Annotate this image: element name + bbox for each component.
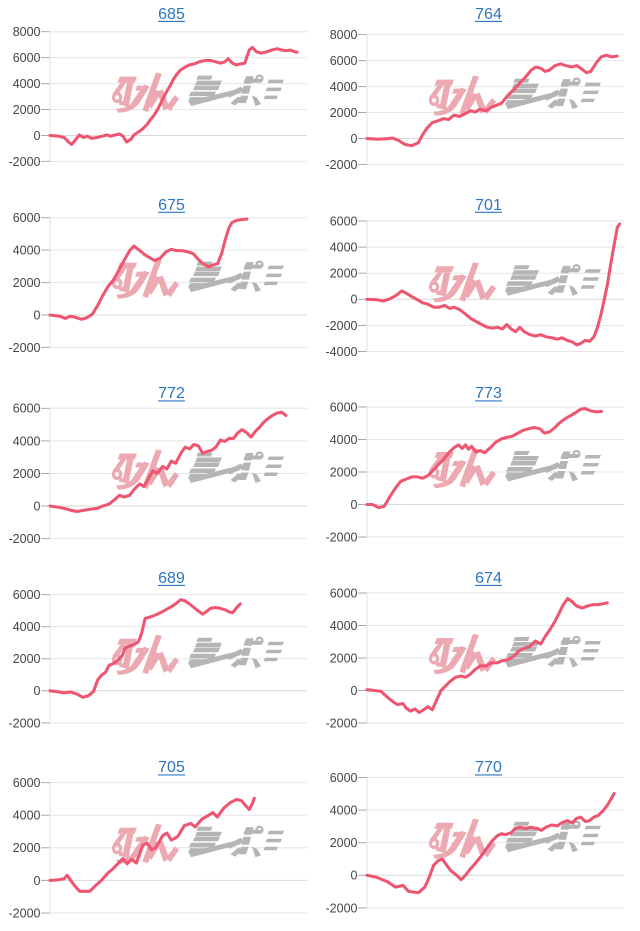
svg-text:2000: 2000 bbox=[330, 267, 358, 281]
svg-text:8000: 8000 bbox=[13, 25, 41, 39]
svg-text:6000: 6000 bbox=[13, 776, 41, 790]
svg-text:770: 770 bbox=[475, 759, 502, 776]
svg-text:6000: 6000 bbox=[330, 586, 358, 600]
svg-text:6000: 6000 bbox=[13, 402, 41, 416]
svg-text:-2000: -2000 bbox=[326, 901, 358, 915]
svg-text:4000: 4000 bbox=[13, 77, 41, 91]
svg-text:-2000: -2000 bbox=[326, 530, 358, 544]
svg-text:2000: 2000 bbox=[13, 276, 41, 290]
svg-text:0: 0 bbox=[351, 684, 358, 698]
svg-text:0: 0 bbox=[34, 684, 41, 698]
svg-text:0: 0 bbox=[351, 293, 358, 307]
svg-text:705: 705 bbox=[158, 759, 185, 776]
svg-text:4000: 4000 bbox=[13, 809, 41, 823]
svg-text:675: 675 bbox=[158, 197, 185, 214]
svg-text:701: 701 bbox=[475, 197, 502, 214]
svg-text:2000: 2000 bbox=[13, 652, 41, 666]
svg-text:6000: 6000 bbox=[13, 51, 41, 65]
svg-text:0: 0 bbox=[34, 499, 41, 513]
svg-text:-2000: -2000 bbox=[9, 906, 41, 920]
svg-text:-2000: -2000 bbox=[326, 319, 358, 333]
svg-text:4000: 4000 bbox=[13, 244, 41, 258]
svg-text:2000: 2000 bbox=[330, 651, 358, 665]
svg-text:-2000: -2000 bbox=[326, 158, 358, 172]
svg-text:2000: 2000 bbox=[13, 841, 41, 855]
svg-text:-2000: -2000 bbox=[9, 532, 41, 546]
svg-text:-2000: -2000 bbox=[326, 716, 358, 730]
svg-text:2000: 2000 bbox=[330, 465, 358, 479]
svg-text:0: 0 bbox=[351, 498, 358, 512]
svg-text:772: 772 bbox=[158, 385, 185, 402]
svg-text:4000: 4000 bbox=[330, 433, 358, 447]
svg-text:4000: 4000 bbox=[330, 80, 358, 94]
svg-text:8000: 8000 bbox=[330, 28, 358, 42]
svg-text:4000: 4000 bbox=[330, 241, 358, 255]
svg-text:2000: 2000 bbox=[13, 467, 41, 481]
svg-text:4000: 4000 bbox=[330, 619, 358, 633]
svg-text:764: 764 bbox=[475, 6, 502, 23]
svg-text:6000: 6000 bbox=[330, 214, 358, 228]
svg-text:6000: 6000 bbox=[330, 54, 358, 68]
svg-text:0: 0 bbox=[351, 132, 358, 146]
svg-text:689: 689 bbox=[158, 570, 185, 587]
svg-text:6000: 6000 bbox=[330, 400, 358, 414]
svg-text:4000: 4000 bbox=[13, 434, 41, 448]
svg-text:2000: 2000 bbox=[330, 836, 358, 850]
svg-text:4000: 4000 bbox=[13, 620, 41, 634]
svg-text:-4000: -4000 bbox=[326, 345, 358, 359]
svg-text:674: 674 bbox=[475, 570, 502, 587]
svg-text:-2000: -2000 bbox=[9, 155, 41, 169]
svg-text:4000: 4000 bbox=[330, 804, 358, 818]
svg-text:685: 685 bbox=[158, 6, 185, 23]
svg-text:773: 773 bbox=[475, 385, 502, 402]
svg-text:-2000: -2000 bbox=[9, 341, 41, 355]
svg-text:6000: 6000 bbox=[13, 588, 41, 602]
svg-text:0: 0 bbox=[34, 129, 41, 143]
svg-text:0: 0 bbox=[351, 869, 358, 883]
svg-text:2000: 2000 bbox=[330, 106, 358, 120]
svg-text:6000: 6000 bbox=[13, 211, 41, 225]
svg-text:-2000: -2000 bbox=[9, 716, 41, 730]
svg-text:6000: 6000 bbox=[330, 771, 358, 785]
svg-text:0: 0 bbox=[34, 308, 41, 322]
svg-text:0: 0 bbox=[34, 874, 41, 888]
svg-text:2000: 2000 bbox=[13, 103, 41, 117]
